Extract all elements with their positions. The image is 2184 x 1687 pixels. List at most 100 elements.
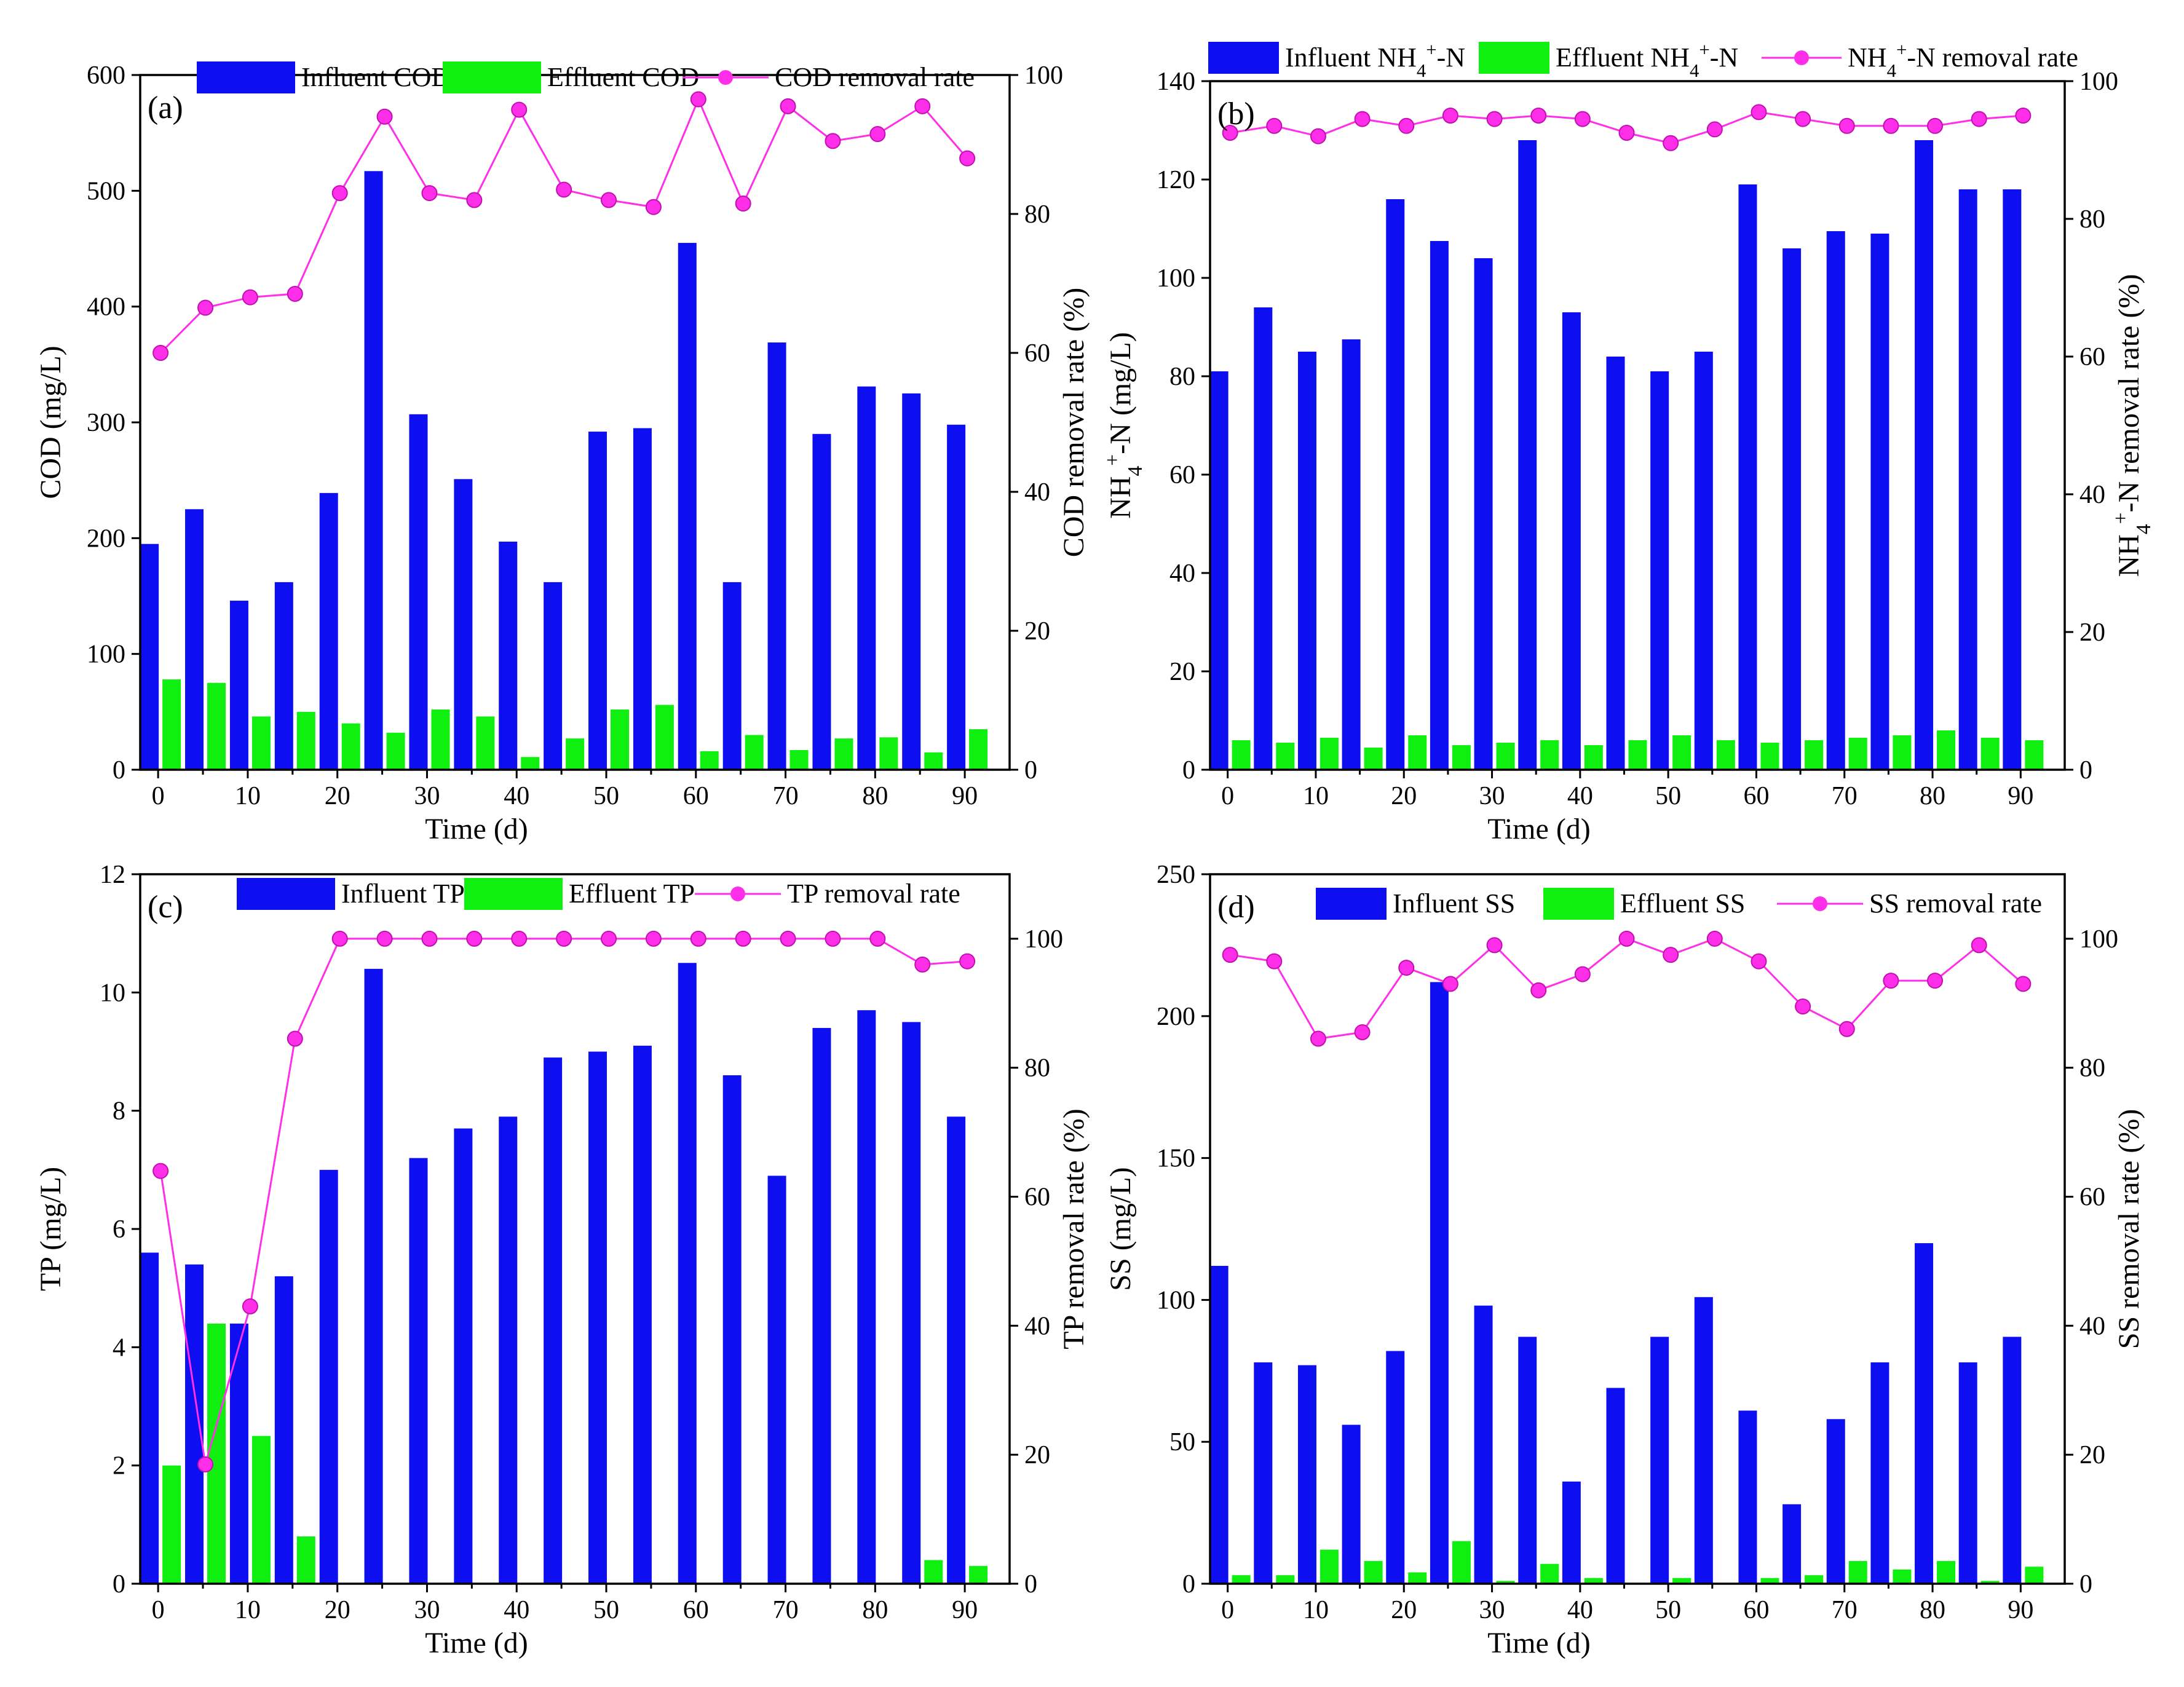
effluent-bar: [1760, 743, 1779, 770]
removal-rate-point: [645, 930, 662, 947]
influent-bar: [1254, 307, 1273, 770]
effluent-bar: [162, 679, 181, 770]
x-tick-label: 80: [862, 782, 888, 810]
influent-bar: [767, 1175, 786, 1584]
influent-bar: [1209, 1266, 1228, 1584]
y2-axis-label: NH4+-N removal rate (%): [2110, 274, 2155, 577]
plot-frame: [139, 74, 1011, 771]
removal-rate-point: [1310, 128, 1326, 144]
removal-rate-point: [1222, 125, 1238, 141]
effluent-bar: [251, 716, 271, 770]
y-axis-label: TP (mg/L): [34, 1167, 67, 1291]
removal-rate-point: [1530, 108, 1547, 124]
effluent-bar: [879, 737, 898, 770]
x-tick-label: 50: [593, 782, 619, 810]
removal-rate-point: [825, 133, 841, 149]
y2-tick-label: 20: [2079, 1441, 2105, 1469]
effluent-bar: [1893, 1569, 1912, 1584]
influent-bar: [633, 428, 652, 770]
y2-tick-label: 40: [2079, 1312, 2105, 1340]
effluent-bar: [924, 1560, 943, 1584]
influent-bar: [185, 1264, 204, 1584]
x-tick-label: 60: [1743, 782, 1769, 810]
panel-label: (d): [1217, 890, 1255, 925]
influent-bar: [633, 1045, 652, 1584]
removal-rate-point: [376, 108, 393, 125]
x-tick-label: 70: [773, 782, 799, 810]
removal-rate-point: [1530, 982, 1547, 998]
influent-bar: [902, 393, 921, 770]
removal-rate-point: [1486, 937, 1503, 954]
y2-tick-label: 40: [2079, 481, 2105, 509]
legend-influent-swatch: [1316, 888, 1387, 920]
panel-b: 0 10 20 30 40 50 60 70 80 90 0 20 40 60 80 100 120 140 0 20…: [1101, 39, 2155, 845]
legend-label: Influent NH4+-N: [1285, 39, 1465, 81]
effluent-bar: [1540, 740, 1559, 770]
effluent-bar: [207, 1323, 226, 1584]
influent-bar: [678, 243, 697, 770]
removal-rate-point: [1354, 111, 1371, 127]
y-tick-label: 8: [113, 1097, 125, 1126]
influent-bar: [1958, 1362, 1977, 1584]
removal-rate-point: [1663, 947, 1679, 963]
x-tick-label: 30: [414, 782, 440, 810]
removal-rate-point: [1310, 1030, 1326, 1047]
x-tick-label: 80: [1920, 782, 1945, 810]
y2-tick-label: 0: [2079, 756, 2092, 784]
removal-rate-point: [287, 285, 303, 302]
effluent-bar: [1232, 1575, 1251, 1584]
influent-bar: [1738, 184, 1757, 770]
removal-rate-point: [331, 185, 348, 202]
influent-bar: [947, 424, 966, 770]
legend-removal-marker: [718, 70, 733, 85]
removal-rate-point: [735, 930, 751, 947]
y2-tick-label: 80: [2079, 205, 2105, 234]
y2-tick-label: 100: [2079, 925, 2118, 954]
x-tick-label: 90: [952, 1596, 978, 1624]
y2-axis-label: COD removal rate (%): [1058, 288, 1090, 558]
effluent-bar: [1980, 738, 2000, 770]
removal-rate-point: [2015, 976, 2032, 992]
y2-axis-label: TP removal rate (%): [1058, 1108, 1090, 1349]
removal-rate-point: [1838, 1021, 1855, 1037]
effluent-bar: [1452, 1541, 1471, 1584]
effluent-bar: [1672, 1578, 1691, 1584]
removal-rate-point: [287, 1030, 303, 1047]
panel-a: 0 10 20 30 40 50 60 70 80 90 0 100 200 300 400 500 600 0 2…: [34, 61, 1090, 845]
y-tick-label: 250: [1157, 861, 1195, 889]
influent-bar: [812, 1028, 831, 1584]
effluent-bar: [2025, 1566, 2044, 1584]
effluent-bar: [789, 749, 809, 770]
y-tick-label: 100: [1157, 264, 1195, 293]
plot-frame: [1209, 80, 2066, 771]
removal-rate-point: [869, 930, 886, 947]
effluent-bar: [296, 1536, 315, 1584]
y2-tick-label: 60: [1024, 1183, 1050, 1212]
legend: Influent NH4+-N Effluent NH4+-N NH4+-N rem…: [1208, 39, 2078, 81]
y-tick-label: 140: [1157, 68, 1195, 96]
x-tick-label: 40: [1567, 782, 1593, 810]
legend-label: SS removal rate: [1869, 888, 2042, 919]
effluent-bar: [476, 716, 495, 770]
legend-label: Effluent SS: [1620, 888, 1745, 919]
influent-bar: [1474, 1305, 1493, 1584]
effluent-bar: [1672, 735, 1691, 770]
effluent-bar: [207, 682, 226, 770]
removal-rate-point: [1751, 953, 1767, 970]
removal-rate-point: [1486, 111, 1503, 127]
influent-bar: [1870, 234, 1889, 770]
removal-rate-point: [1795, 111, 1811, 127]
effluent-bar: [1848, 1561, 1867, 1584]
removal-rate-point: [690, 91, 706, 108]
effluent-bar: [2025, 740, 2044, 770]
removal-rate-point: [914, 956, 931, 973]
effluent-bar: [1364, 1561, 1383, 1584]
y-tick-label: 100: [1157, 1286, 1195, 1314]
x-tick-label: 10: [235, 782, 261, 810]
y-tick-label: 80: [1169, 363, 1195, 391]
influent-bar: [1209, 371, 1228, 770]
y-axis-label: NH4+-N (mg/L): [1101, 332, 1147, 519]
removal-rate-point: [152, 1163, 169, 1179]
removal-rate-point: [1838, 117, 1855, 134]
x-axis-label: Time (d): [425, 813, 528, 845]
